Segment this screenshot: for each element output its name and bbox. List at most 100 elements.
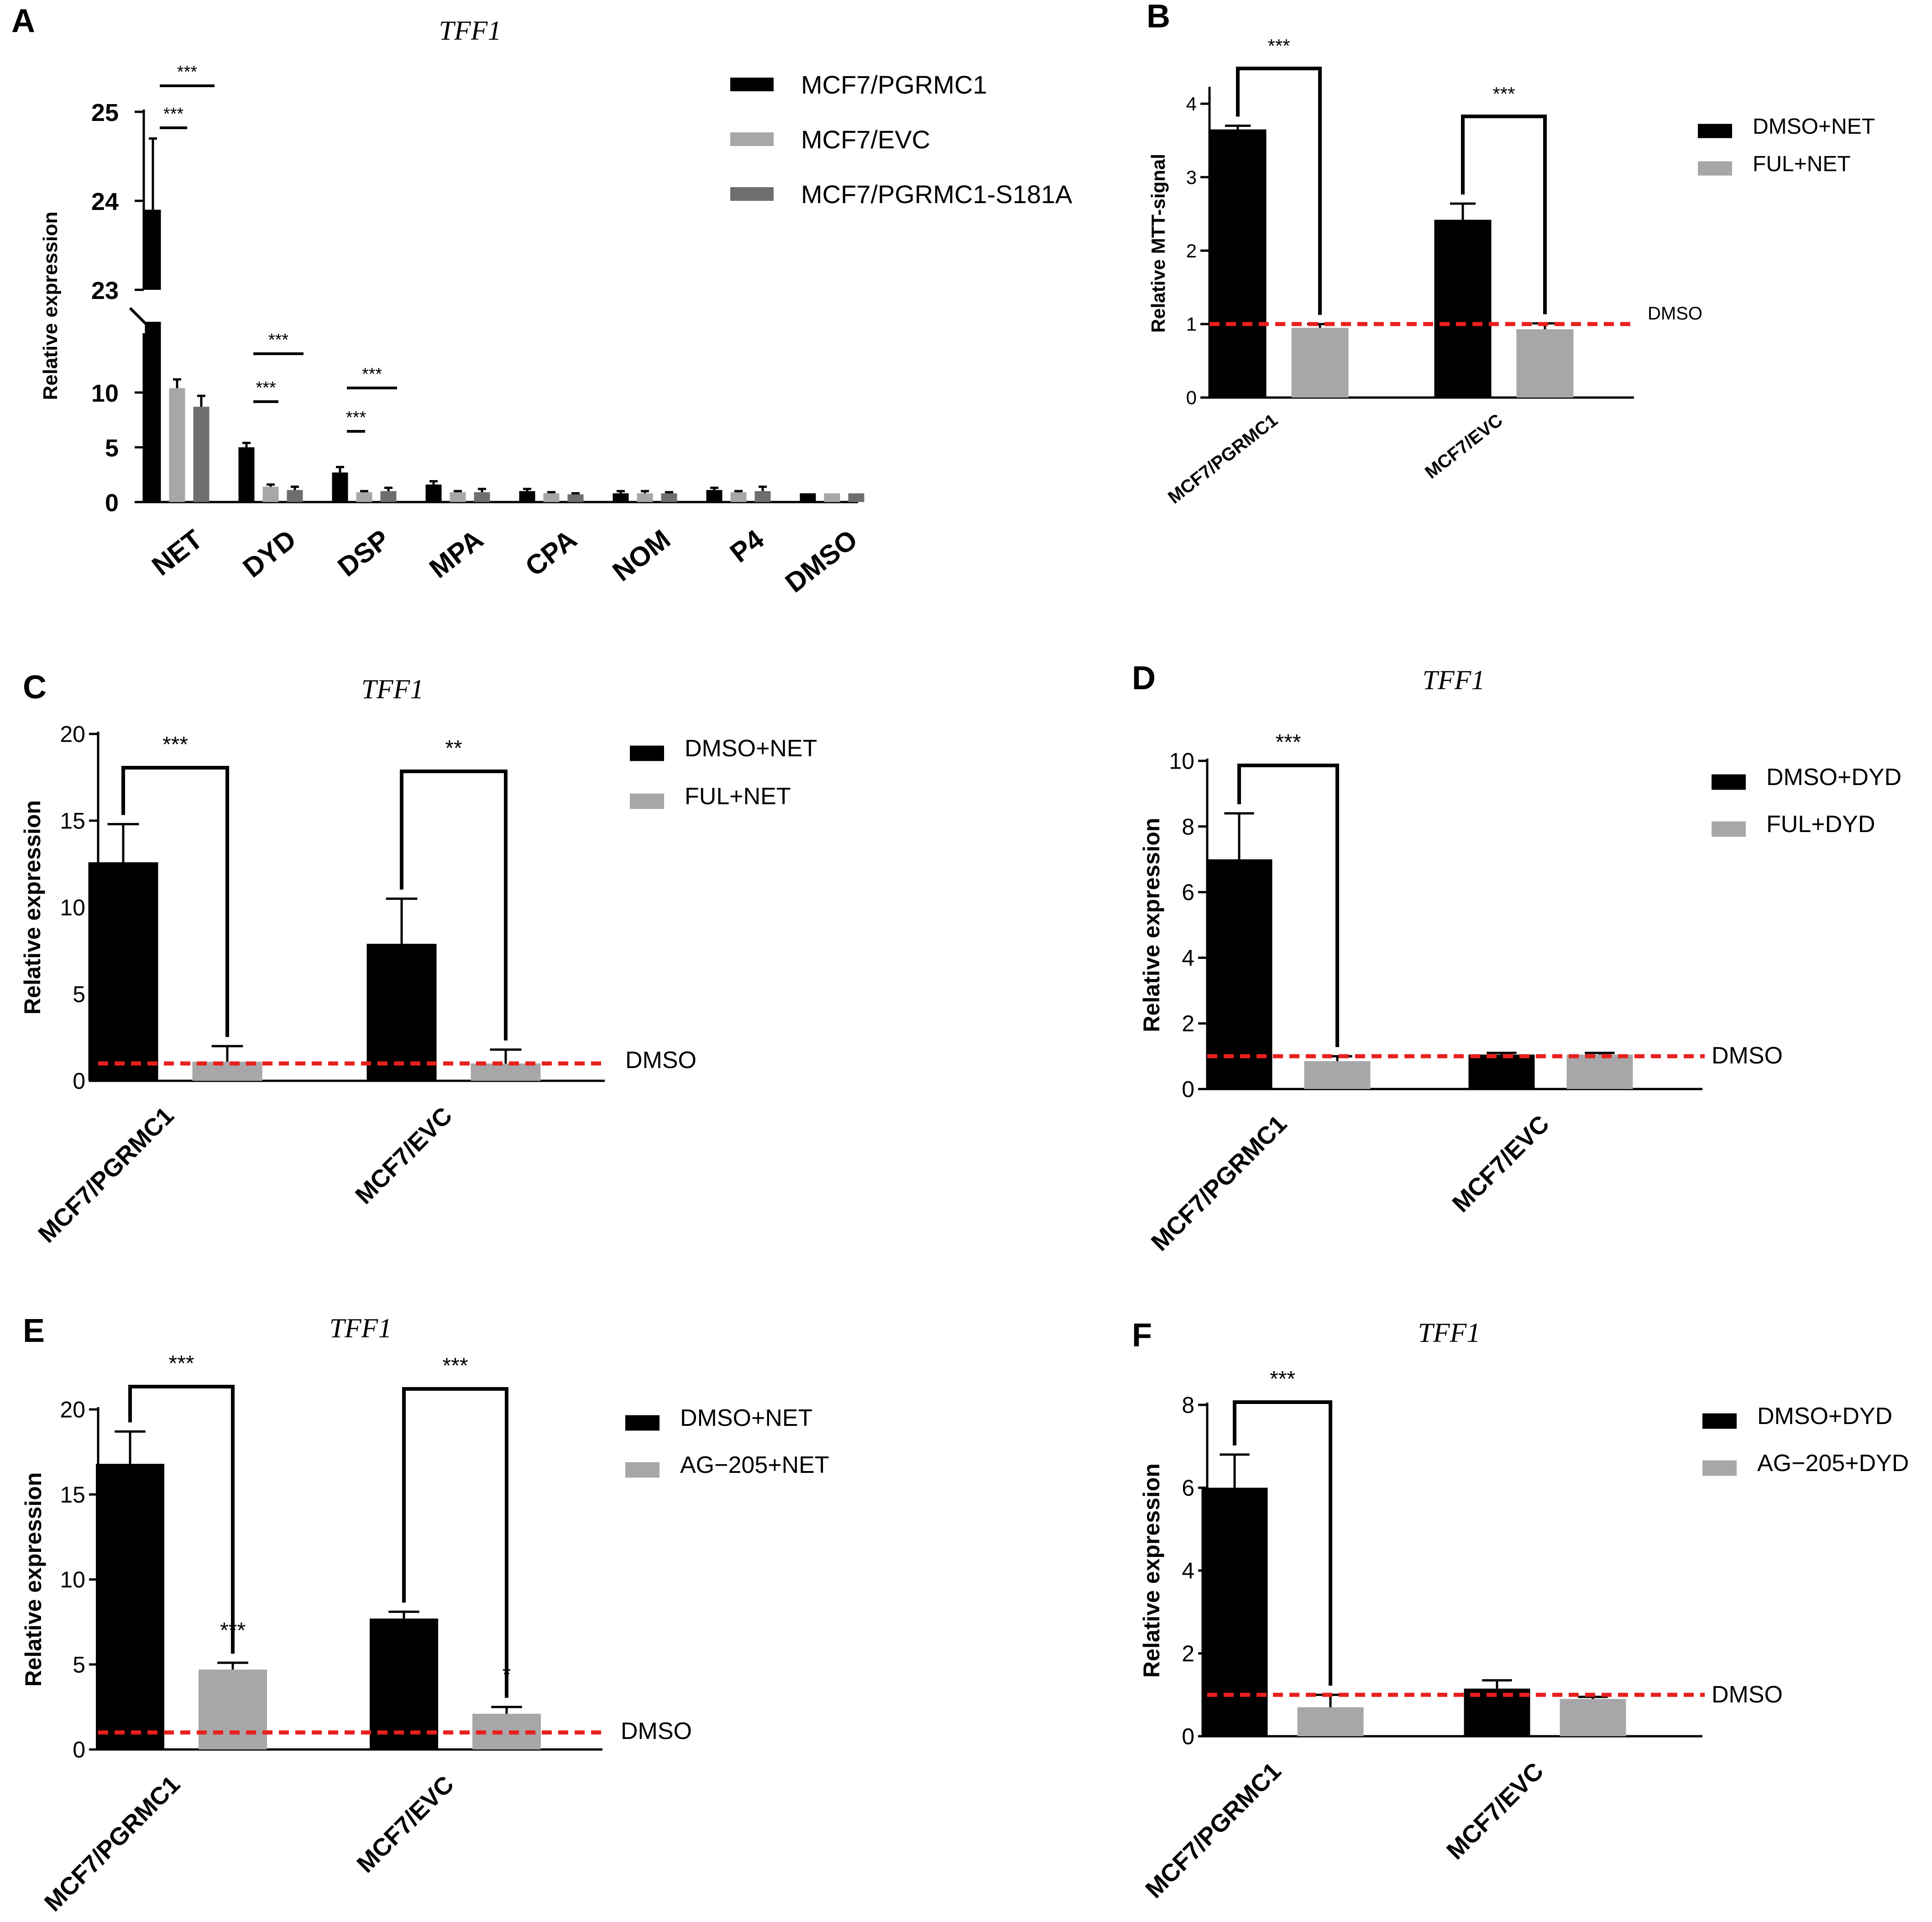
y-tick-label: 6: [1182, 1475, 1194, 1501]
legend-label: FUL+NET: [685, 783, 791, 810]
bar-annotation: ***: [220, 1618, 246, 1643]
y-tick-label: 4: [1186, 93, 1197, 115]
dmso-label: DMSO: [625, 1047, 696, 1074]
legend-label: AG−205+DYD: [1757, 1450, 1909, 1477]
y-tick-label: 1: [1186, 314, 1197, 335]
bar: [613, 493, 629, 502]
significance-bracket: [121, 766, 229, 1037]
bar-black: [1209, 129, 1267, 398]
x-tick-label: MCF7/EVC: [1447, 1110, 1554, 1217]
bar-black: [1206, 859, 1272, 1089]
legend-label: DMSO+NET: [680, 1405, 812, 1431]
bar: [238, 447, 255, 502]
legend-label: DMSO+DYD: [1766, 764, 1901, 791]
legend-swatch: [625, 1415, 660, 1431]
bar: [661, 493, 677, 502]
bar: [824, 493, 840, 502]
panel-b: B 0 1 2 3 4 Relative MTT-signal MCF7/PGRMC1 MCF7…: [1147, 0, 1875, 508]
chart-title: TFF1: [361, 674, 424, 704]
y-tick-label: 10: [91, 380, 119, 407]
legend-swatch: [730, 132, 774, 146]
y-axis-label: Relative expression: [1139, 818, 1164, 1032]
significance-label: ***: [442, 1354, 468, 1378]
panel-letter: C: [23, 669, 47, 706]
panel-letter: E: [23, 1313, 45, 1349]
bar: [450, 492, 466, 502]
y-tick-label: 5: [73, 982, 85, 1007]
bar: [706, 490, 723, 502]
bar: [519, 491, 535, 502]
x-tick-label: MCF7/PGRMC1: [1140, 1757, 1286, 1903]
significance-label: ***: [177, 63, 198, 82]
bar-black: [367, 943, 437, 1081]
x-tick-label: NOM: [607, 524, 676, 587]
bar: [262, 487, 279, 502]
panel-letter: F: [1132, 1317, 1152, 1354]
bar: [730, 492, 747, 502]
y-tick-label: 25: [91, 99, 119, 126]
legend-swatch: [1698, 124, 1732, 138]
bar-annotation: *: [503, 1663, 511, 1687]
bar: [425, 484, 442, 502]
y-axis-label: Relative expression: [20, 800, 45, 1015]
bar: [287, 490, 303, 502]
y-tick-label: 0: [73, 1737, 85, 1763]
y-axis-label: Relative expression: [39, 211, 62, 400]
dmso-label: DMSO: [1712, 1042, 1783, 1069]
panel-letter: A: [11, 3, 35, 39]
y-tick-label: 20: [60, 1397, 85, 1423]
y-tick-label: 4: [1182, 945, 1194, 971]
legend-swatch: [625, 1462, 660, 1478]
dmso-label: DMSO: [1648, 304, 1702, 324]
legend-label: MCF7/EVC: [801, 125, 930, 154]
legend-swatch: [1698, 161, 1732, 176]
panel-letter: B: [1147, 0, 1170, 35]
bar: [380, 491, 397, 502]
panel-a: A TFF1 0 5 10 23 24 25 Relative expression NET DYD…: [11, 3, 1073, 598]
legend-swatch: [1702, 1413, 1737, 1429]
x-tick-label: P4: [724, 524, 770, 568]
y-tick-label: 2: [1186, 240, 1197, 262]
chart-title: TFF1: [1423, 665, 1485, 695]
significance-label: ***: [268, 330, 289, 350]
bar: [800, 493, 816, 502]
panel-d: D TFF1 0 2 4 6 8 10 Relative expression MCF7/PGRM…: [1132, 660, 1901, 1256]
dmso-label: DMSO: [1712, 1681, 1783, 1708]
bar-gray: [1566, 1054, 1633, 1089]
x-tick-label: DSP: [332, 524, 395, 582]
legend-swatch: [630, 793, 664, 809]
bar: [567, 494, 584, 502]
y-tick-label: 5: [73, 1652, 85, 1677]
legend-label: DMSO+NET: [685, 735, 817, 762]
significance-bracket: [1236, 67, 1322, 315]
bar-lower-stub: [145, 322, 161, 502]
significance-label: ***: [256, 378, 276, 398]
x-tick-label: NET: [146, 524, 208, 581]
legend-swatch: [1712, 821, 1746, 837]
bar: [356, 492, 372, 502]
y-tick-label: 15: [60, 808, 85, 834]
x-tick-label: MCF7/PGRMC1: [33, 1102, 179, 1248]
significance-bracket: [128, 1385, 235, 1654]
y-tick-label: 0: [1182, 1724, 1194, 1749]
bar: [543, 493, 560, 502]
y-tick-label: 6: [1182, 880, 1194, 905]
y-tick-label: 24: [91, 188, 119, 215]
y-tick-label: 4: [1182, 1558, 1194, 1584]
y-tick-label: 5: [105, 435, 119, 462]
y-axis-label: Relative expression: [1139, 1463, 1164, 1678]
chart-title: TFF1: [439, 16, 502, 46]
legend-label: FUL+DYD: [1766, 811, 1875, 838]
y-tick-label: 0: [1182, 1077, 1194, 1102]
bar-gray: [1516, 329, 1574, 398]
dmso-label: DMSO: [621, 1718, 692, 1744]
legend-label: AG−205+NET: [680, 1452, 829, 1478]
y-tick-label: 8: [1182, 814, 1194, 839]
x-tick-label: DYD: [237, 524, 302, 583]
bar-upper: [145, 209, 161, 290]
significance-label: ***: [163, 105, 184, 124]
y-tick-label: 10: [60, 1567, 85, 1592]
y-tick-label: 0: [73, 1068, 85, 1094]
x-tick-label: CPA: [519, 524, 582, 582]
